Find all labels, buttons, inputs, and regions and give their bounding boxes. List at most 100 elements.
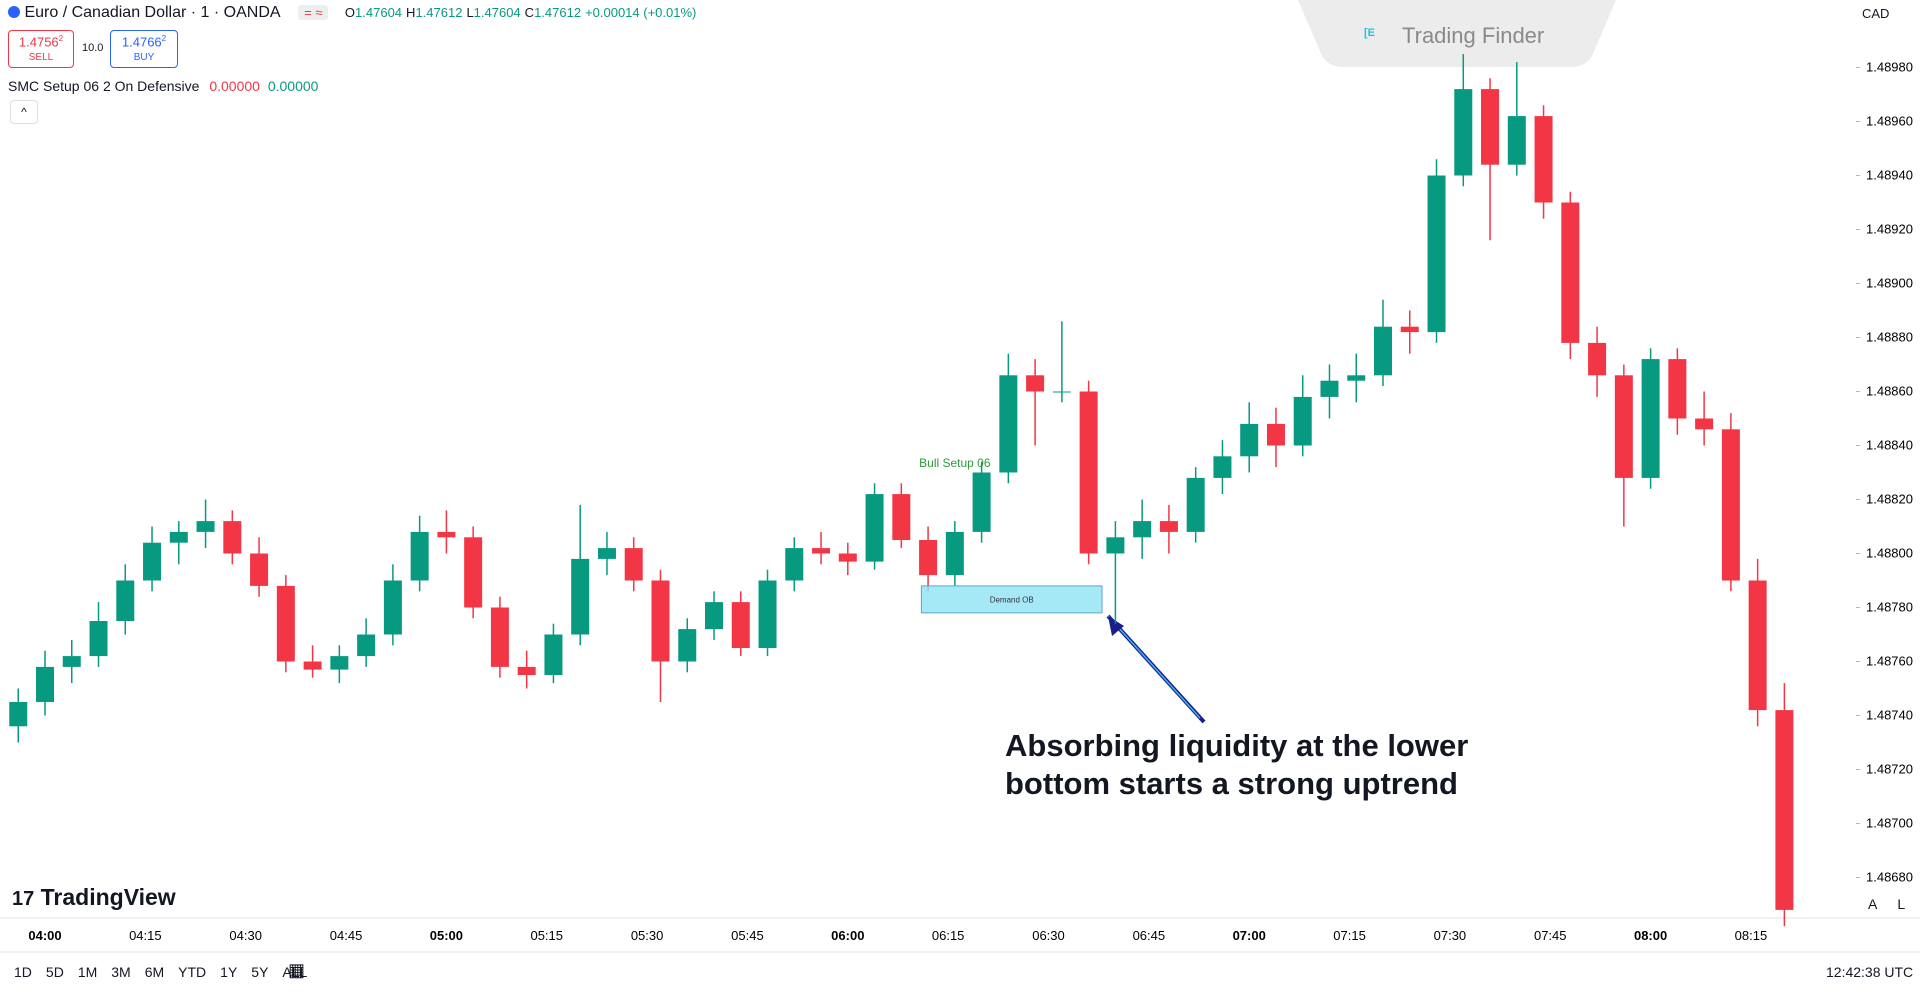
indicator: SMC Setup 06 2 On Defensive 0.00000 0.00…	[8, 78, 318, 94]
x-tick-label: 06:15	[932, 928, 965, 943]
candle-body	[143, 542, 162, 581]
indicator-v1: 0.00000	[209, 78, 260, 94]
candle-body	[1213, 456, 1232, 478]
candle-body	[1106, 537, 1125, 554]
ohlc-item: O	[344, 5, 356, 20]
candle-body	[705, 602, 723, 630]
candle-body	[116, 580, 135, 621]
arrow-highlight	[1107, 615, 1201, 719]
collapse-button[interactable]: ^	[10, 100, 38, 124]
candle-body	[651, 580, 670, 662]
watermark: Trading Finder	[1402, 23, 1544, 48]
brand: 17 TradingView	[12, 884, 176, 910]
scale-buttons: A L	[1868, 896, 1905, 912]
candle-body	[490, 607, 509, 667]
scale-button[interactable]: A	[1868, 896, 1878, 912]
candle-body	[1266, 423, 1285, 446]
x-tick-label: 05:00	[430, 928, 463, 943]
candle-body	[250, 553, 269, 586]
candle-body	[1507, 116, 1526, 165]
range-button[interactable]: 5Y	[251, 964, 269, 980]
y-tick-label: 1.48680	[1866, 870, 1913, 885]
candle-body	[1347, 375, 1366, 381]
range-button[interactable]: ALL	[282, 964, 308, 980]
x-tick-label: 06:30	[1032, 928, 1065, 943]
y-tick-label: 1.48740	[1866, 708, 1913, 723]
x-tick-label: 08:00	[1634, 928, 1667, 943]
candle-body	[1454, 89, 1473, 176]
y-tick-label: 1.48780	[1866, 600, 1913, 615]
candle-body	[330, 656, 349, 670]
ohlc-item: +0.00014 (+0.01%)	[585, 5, 697, 20]
sell-sup: 2	[58, 34, 64, 43]
candle-body	[1481, 89, 1500, 165]
x-tick-label: 07:00	[1233, 928, 1266, 943]
y-tick-label: 1.48720	[1866, 762, 1913, 777]
y-tick-label: 1.48860	[1866, 384, 1913, 399]
candle-body	[571, 558, 590, 635]
y-tick-label: 1.48940	[1866, 168, 1913, 183]
ohlc-item: H	[406, 5, 416, 20]
demand-zone	[920, 585, 1103, 614]
candle-body	[1748, 580, 1767, 711]
x-tick-label: 05:15	[530, 928, 563, 943]
scale-button[interactable]: L	[1897, 896, 1906, 912]
candle-body	[1026, 375, 1045, 392]
status: = ≈	[298, 5, 329, 20]
candle-body	[169, 531, 188, 543]
range-button[interactable]: 6M	[144, 964, 165, 980]
candle-body	[892, 494, 911, 540]
x-tick-label: 07:45	[1534, 928, 1567, 943]
x-tick-label: 07:30	[1434, 928, 1467, 943]
candle-body	[464, 537, 483, 608]
candle-body	[1400, 326, 1419, 333]
candle-body	[196, 521, 215, 532]
range-button[interactable]: 1M	[77, 964, 98, 980]
candle-body	[785, 548, 804, 581]
date-button[interactable]: ▦	[288, 960, 306, 980]
buy-button[interactable]: 1.47662 BUY	[110, 30, 178, 68]
indicator-name: SMC Setup 06 2 On Defensive	[8, 78, 200, 94]
candle-body	[865, 494, 884, 562]
candle-body	[517, 666, 536, 675]
ohlc: O1.47604 H1.47612 L1.47604 C1.47612 +0.00014…	[345, 5, 696, 20]
candle-body	[919, 540, 938, 576]
ohlc-item: 1.47612	[534, 5, 582, 20]
y-tick-label: 1.48960	[1866, 114, 1913, 129]
buy-sup: 2	[161, 34, 167, 43]
range-button[interactable]: 5D	[45, 964, 64, 980]
range-button[interactable]: YTD	[178, 964, 207, 980]
candle-body	[544, 634, 563, 675]
range-button[interactable]: 1Y	[220, 964, 238, 980]
sell-button[interactable]: 1.47562 SELL	[8, 30, 74, 68]
x-tick-label: 04:30	[229, 928, 262, 943]
candle-body	[1668, 359, 1687, 419]
candle-body	[945, 531, 964, 576]
candle-body	[357, 634, 376, 657]
clock: 12:42:38 UTC	[1826, 964, 1914, 980]
range-bar: 1D 5D 1M 3M 6M YTD 1Y 5Y ALL	[14, 964, 307, 980]
symbol: Euro / Canadian Dollar · 1 · OANDA	[24, 4, 280, 21]
candle-body	[838, 553, 857, 562]
y-tick-label: 1.48920	[1866, 222, 1913, 237]
indicator-v2: 0.00000	[267, 78, 319, 94]
candle-body	[731, 602, 750, 648]
x-tick-label: 04:15	[129, 928, 162, 943]
buy-label: BUY	[133, 52, 155, 64]
arrow-head	[1108, 616, 1124, 636]
candle-body	[812, 548, 831, 554]
y-tick-label: 1.48800	[1866, 546, 1913, 561]
x-tick-label: 05:45	[731, 928, 764, 943]
candle-body	[972, 472, 991, 532]
symbol-icon	[8, 6, 20, 18]
ohlc-item: 1.47612	[415, 5, 463, 20]
ohlc-item: 1.47604	[355, 5, 403, 20]
watermark-bg	[1298, 0, 1616, 67]
range-button[interactable]: 3M	[111, 964, 131, 980]
ohlc-item: C	[524, 5, 535, 20]
range-button[interactable]: 1D	[14, 964, 32, 980]
annotation: Absorbing liquidity at the lower	[1005, 728, 1468, 763]
x-tick-label: 06:00	[831, 928, 864, 943]
annotation: bottom starts a strong uptrend	[1005, 766, 1458, 801]
